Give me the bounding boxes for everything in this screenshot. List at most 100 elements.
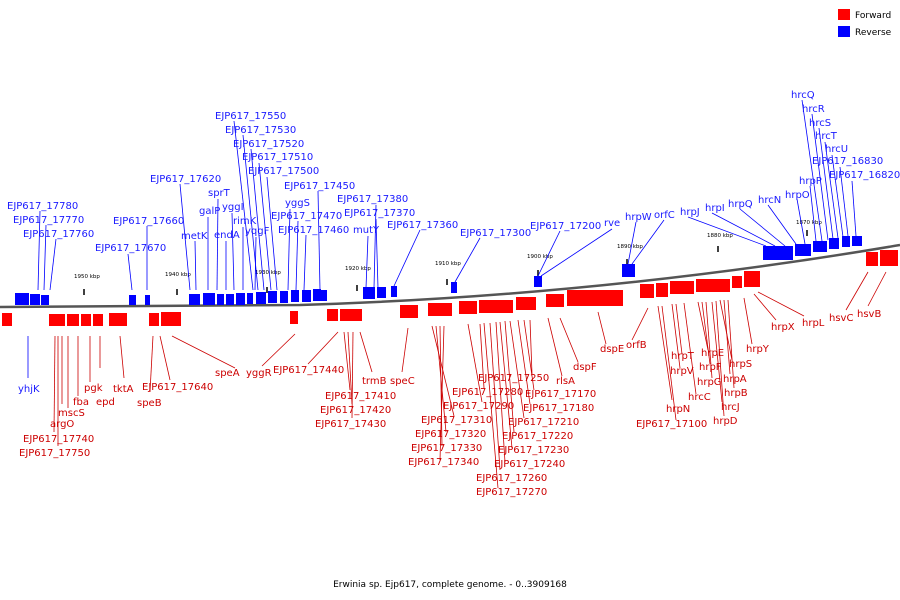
leader-line (509, 320, 525, 419)
reverse-gene (203, 293, 215, 305)
gene-label: speC (390, 376, 415, 387)
forward-swatch (838, 9, 850, 20)
gene-label: hrpQ (728, 199, 753, 210)
leader-line (671, 303, 681, 369)
gene-label: hrpW (625, 212, 652, 223)
forward-gene (428, 303, 452, 316)
gene-label: hrpY (746, 344, 770, 355)
gene-label: EJP617_17660 (113, 216, 184, 227)
leader-line (811, 113, 829, 241)
leader-line (683, 302, 697, 395)
gene-label: EJP617_17330 (411, 443, 482, 454)
forward-gene (67, 314, 79, 326)
leader-line (839, 166, 849, 237)
reverse-gene (268, 291, 277, 303)
gene-label: rlsA (556, 376, 575, 387)
leader-line (393, 229, 421, 287)
gene-label: hrcS (809, 118, 831, 129)
forward-gene (567, 290, 623, 306)
tick-label: 1910 kbp (435, 261, 461, 267)
gene-label: EJP617_17760 (23, 229, 94, 240)
gene-label: EJP617_17500 (248, 166, 319, 177)
forward-gene (744, 271, 760, 287)
gene-label: EJP617_17460 (278, 225, 349, 236)
leader-line (627, 221, 637, 265)
tick-label: 1930 kbp (255, 270, 281, 276)
leader-line (801, 99, 823, 242)
forward-gene (640, 284, 654, 298)
gene-label: hrcJ (721, 402, 740, 413)
gene-label: yqgF (245, 226, 270, 237)
leader-line (295, 220, 299, 291)
gene-label: EJP617_17470 (271, 211, 342, 222)
gene-label: speA (215, 368, 240, 379)
gene-label: speB (137, 398, 162, 409)
gene-label: EJP617_17770 (13, 215, 84, 226)
reverse-gene (813, 241, 827, 252)
forward-gene (656, 283, 668, 297)
leader-line (661, 305, 677, 421)
gene-label: yggR (246, 368, 272, 379)
forward-gene (479, 300, 513, 313)
reverse-gene (145, 295, 150, 305)
leader-line (504, 320, 515, 433)
forward-gene (290, 311, 298, 324)
forward-legend-label: Forward (855, 11, 891, 21)
leader-line (831, 154, 844, 238)
reverse-gene-labels: EJP617_17780 EJP617_17770 EJP617_17760 E… (7, 90, 900, 395)
gene-label: hrcQ (791, 90, 815, 101)
gene-label: hrpT (671, 351, 695, 362)
forward-gene (340, 309, 362, 321)
gene-label: epd (96, 397, 115, 408)
gene-label: pgk (84, 383, 103, 394)
leader-line (250, 148, 265, 291)
leader-line (767, 204, 797, 245)
leader-line (537, 230, 561, 277)
leader-line (343, 331, 351, 391)
gene-label: hrpS (729, 359, 752, 370)
leader-line (439, 325, 443, 447)
tick-label: 1950 kbp (74, 274, 100, 280)
gene-label: tktA (113, 384, 134, 395)
leader-line (127, 253, 133, 291)
forward-gene-blocks (2, 250, 898, 326)
leader-line (231, 212, 235, 291)
gene-label: orfB (626, 340, 647, 351)
leader-line (657, 305, 673, 401)
gene-label: metK (181, 231, 208, 242)
leader-line (818, 127, 834, 240)
gene-label: EJP617_17510 (242, 152, 313, 163)
forward-gene (459, 301, 477, 314)
gene-label: EJP617_17380 (337, 194, 408, 205)
gene-label: EJP617_17340 (408, 457, 479, 468)
forward-gene (2, 313, 12, 326)
forward-gene (81, 314, 91, 326)
gene-label: orfC (654, 210, 675, 221)
reverse-gene (622, 264, 635, 277)
leader-line (375, 218, 379, 289)
gene-label: hrpN (666, 404, 690, 415)
forward-gene (880, 250, 898, 266)
forward-gene (149, 313, 159, 326)
reverse-gene (15, 293, 29, 305)
reverse-gene (129, 295, 136, 305)
gene-label: EJP617_17320 (415, 429, 486, 440)
gene-label: EJP617_17420 (320, 405, 391, 416)
leader-line (743, 297, 753, 345)
gene-label: EJP617_17450 (284, 181, 355, 192)
gene-label: EJP617_17410 (325, 391, 396, 402)
leader-line (258, 162, 272, 291)
reverse-gene (313, 289, 321, 301)
gene-label: hrpL (802, 318, 825, 329)
reverse-legend-label: Reverse (855, 28, 892, 38)
leader-line (540, 228, 613, 277)
leader-line (529, 319, 533, 375)
leader-line (739, 208, 786, 247)
leader-line (287, 208, 291, 291)
gene-label: EJP617_17280 (452, 387, 523, 398)
leader-line (705, 301, 713, 379)
leader-line (37, 210, 41, 291)
forward-gene (327, 309, 338, 321)
gene-label: EJP617_16830 (812, 156, 883, 167)
leader-line (159, 335, 171, 381)
